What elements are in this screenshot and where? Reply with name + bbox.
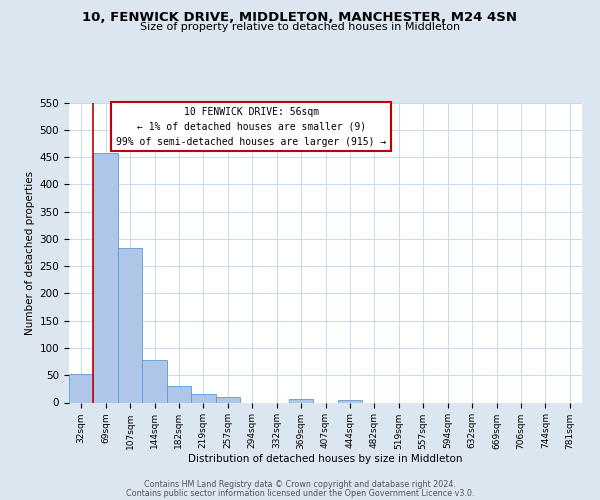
Bar bbox=[191, 394, 215, 402]
Text: 10 FENWICK DRIVE: 56sqm
← 1% of detached houses are smaller (9)
99% of semi-deta: 10 FENWICK DRIVE: 56sqm ← 1% of detached… bbox=[116, 107, 386, 146]
Bar bbox=[142, 360, 167, 403]
Bar bbox=[69, 374, 94, 402]
Bar bbox=[289, 399, 313, 402]
Text: Contains public sector information licensed under the Open Government Licence v3: Contains public sector information licen… bbox=[126, 488, 474, 498]
Y-axis label: Number of detached properties: Number of detached properties bbox=[25, 170, 35, 334]
Bar bbox=[94, 153, 118, 402]
Bar bbox=[118, 248, 142, 402]
Text: Size of property relative to detached houses in Middleton: Size of property relative to detached ho… bbox=[140, 22, 460, 32]
Bar bbox=[167, 386, 191, 402]
Bar bbox=[215, 397, 240, 402]
Text: 10, FENWICK DRIVE, MIDDLETON, MANCHESTER, M24 4SN: 10, FENWICK DRIVE, MIDDLETON, MANCHESTER… bbox=[83, 11, 517, 24]
Text: Contains HM Land Registry data © Crown copyright and database right 2024.: Contains HM Land Registry data © Crown c… bbox=[144, 480, 456, 489]
Bar bbox=[338, 400, 362, 402]
X-axis label: Distribution of detached houses by size in Middleton: Distribution of detached houses by size … bbox=[188, 454, 463, 464]
